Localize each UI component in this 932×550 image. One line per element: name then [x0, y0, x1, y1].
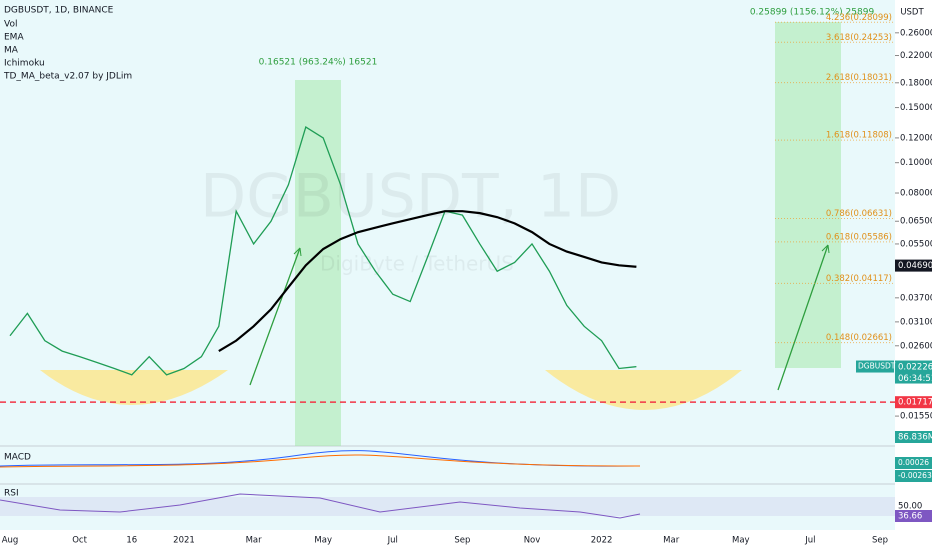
y-tick-label: 0.06500: [900, 217, 932, 227]
rsi-line: [0, 493, 641, 519]
x-tick-label: Sep: [872, 536, 888, 546]
arrow-head: [293, 247, 302, 257]
watermark-sub: DigiByte / TetherUS: [320, 252, 514, 276]
macd-label: -0.00263: [898, 471, 932, 480]
fib-label: 0.618(0.05586): [826, 232, 892, 242]
series-line: [9, 126, 637, 376]
x-tick-label: May: [314, 536, 332, 546]
series-line: [218, 210, 637, 353]
price-tag-text: 0.01717: [898, 398, 932, 408]
y-tick-label: 0.08000: [900, 189, 932, 199]
rsi-label: 36.66: [898, 512, 922, 522]
indicator: EMA: [4, 33, 24, 43]
x-tick-label: 2022: [591, 536, 613, 546]
annotation: 0.25899 (1156.12%) 25899: [750, 8, 875, 18]
price-tag-text: 0.02226: [898, 362, 932, 372]
x-tick-label: Sep: [454, 536, 470, 546]
fib-label: 3.618(0.24253): [826, 33, 892, 43]
y-tick-label: 0.26000: [900, 28, 932, 38]
annotation: 0.16521 (963.24%) 16521: [259, 58, 378, 68]
pane-title: RSI: [4, 489, 19, 499]
measure-box: [775, 22, 841, 368]
symbol: DGBUSDT, 1D, BINANCE: [4, 6, 114, 16]
symbol-tag-text: DGBUSDT: [858, 362, 896, 371]
pane-title: MACD: [4, 453, 31, 463]
y-tick-label: 0.02600: [900, 341, 932, 351]
x-tick-label: Jul: [804, 536, 815, 546]
y-tick-label: 0.10000: [900, 158, 932, 168]
y-tick-label: 0.15000: [900, 103, 932, 113]
x-tick-label: Jul: [387, 536, 398, 546]
rsi-band: [0, 497, 895, 516]
x-tick-label: Mar: [663, 536, 680, 546]
fib-label: 2.618(0.18031): [826, 73, 892, 83]
plot-bg: [0, 0, 895, 530]
y-tick-label: 0.03100: [900, 317, 932, 327]
rsi-tag: [895, 510, 932, 522]
macd-line: [0, 450, 641, 467]
time-axis: [0, 530, 895, 550]
x-tick-label: Mar: [246, 536, 263, 546]
x-tick-label: Nov: [524, 536, 541, 546]
countdown-tag: [895, 372, 932, 384]
volume-tag: [895, 431, 932, 443]
signal-line: [0, 454, 641, 468]
indicator: TD_MA_beta_v2.07 by JDLim: [3, 72, 132, 82]
price-tag: [895, 259, 932, 272]
macd-tag: [895, 470, 932, 482]
fib-label: 1.618(0.11808): [826, 131, 892, 141]
x-tick-label: Aug: [2, 536, 19, 546]
measure-box: [295, 80, 341, 446]
watermark: DGBUSDT, 1D: [200, 162, 621, 232]
fib-label: 0.382(0.04117): [826, 274, 892, 284]
price-tag: [895, 396, 932, 409]
y-tick-label: 0.12000: [900, 133, 932, 143]
arrow: [249, 247, 301, 386]
y-tick-label: 0.18000: [900, 78, 932, 88]
x-tick-label: 16: [126, 536, 137, 546]
indicator: MA: [4, 46, 19, 56]
y-tick-label: 0.03700: [900, 293, 932, 303]
macd-label: 0.00026: [898, 458, 929, 467]
indicator: Ichimoku: [4, 59, 45, 69]
x-tick-label: 2021: [173, 536, 195, 546]
arrow: [777, 244, 829, 391]
bowl: [40, 370, 228, 405]
fib-label: 0.148(0.02661): [826, 333, 892, 343]
arrow-head: [821, 244, 830, 254]
macd-tag: [895, 457, 932, 469]
bowl: [545, 370, 742, 410]
countdown: 06:34:51: [898, 374, 932, 384]
fib-label: 4.236(0.28099): [826, 13, 892, 23]
symbol-tag: [856, 360, 894, 373]
volume-label: 86.836M: [898, 433, 932, 443]
y-tick-label: 0.05500: [900, 239, 932, 249]
indicator: Vol: [4, 20, 17, 30]
price-tag: [895, 360, 932, 373]
x-tick-label: May: [732, 536, 750, 546]
rsi-label: 50.00: [898, 502, 922, 512]
fib-label: 0.786(0.06631): [826, 209, 892, 219]
x-tick-label: Oct: [72, 536, 87, 546]
y-tick-label: 0.22000: [900, 51, 932, 61]
y-tick-label: 0.01550: [900, 412, 932, 422]
price-tag-text: 0.04690: [898, 261, 932, 271]
y-unit: USDT: [900, 8, 924, 18]
